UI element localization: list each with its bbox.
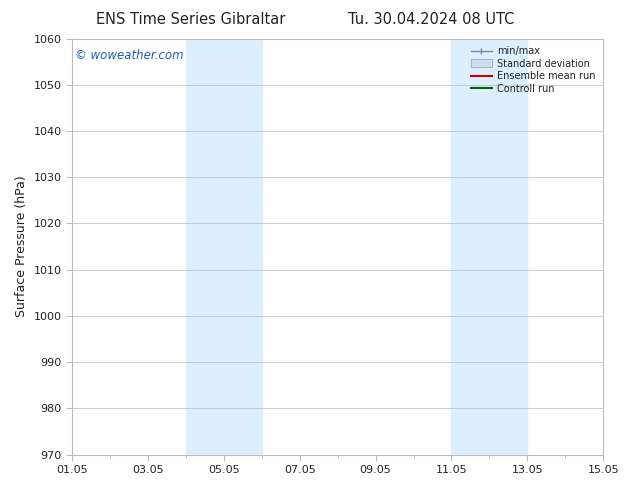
Bar (186, 39, 262, 455)
Text: © woweather.com: © woweather.com (75, 49, 183, 62)
Text: Tu. 30.04.2024 08 UTC: Tu. 30.04.2024 08 UTC (348, 12, 514, 27)
Text: ENS Time Series Gibraltar: ENS Time Series Gibraltar (96, 12, 285, 27)
Y-axis label: Surface Pressure (hPa): Surface Pressure (hPa) (15, 176, 28, 318)
Bar (451, 39, 527, 455)
Legend: min/max, Standard deviation, Ensemble mean run, Controll run: min/max, Standard deviation, Ensemble me… (468, 44, 598, 97)
